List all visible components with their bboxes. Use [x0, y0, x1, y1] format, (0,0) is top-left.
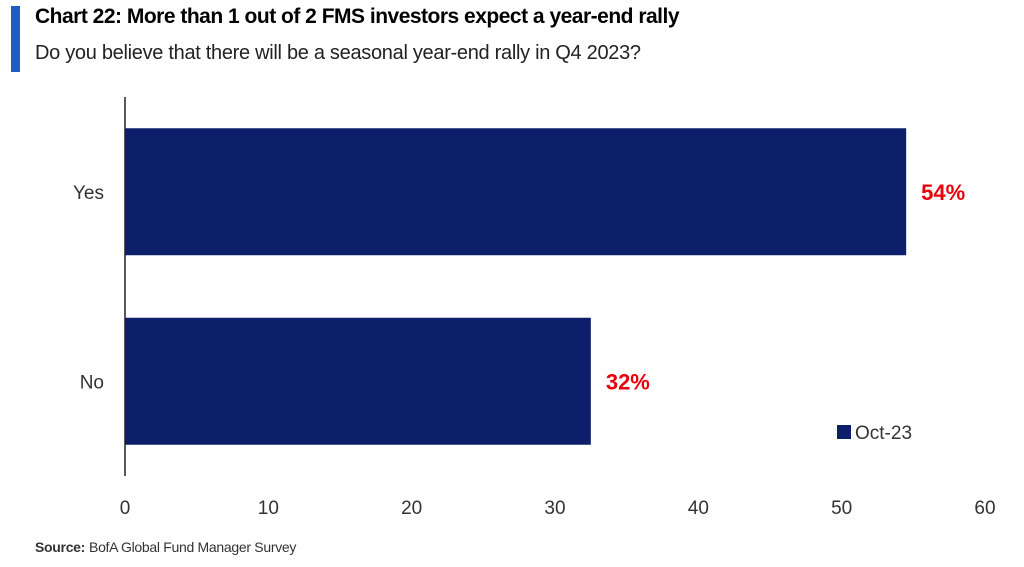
source-label: Source:: [35, 539, 86, 555]
source-note: Source: BofA Global Fund Manager Survey: [35, 539, 296, 555]
title-accent-bar: [11, 6, 20, 72]
x-tick-label: 50: [831, 498, 852, 519]
x-axis-ticks: 0 10 20 30 40 50 60: [120, 498, 996, 519]
bar-yes: [125, 128, 907, 256]
category-labels: Yes No: [73, 183, 104, 394]
chart-title: Chart 22: More than 1 out of 2 FMS inves…: [35, 5, 680, 28]
legend-swatch: [837, 425, 851, 439]
x-tick-label: 40: [688, 498, 709, 519]
category-label-no: No: [80, 372, 104, 393]
data-labels: 54% 32%: [606, 180, 965, 395]
x-tick-label: 0: [120, 498, 131, 519]
x-tick-label: 20: [401, 498, 422, 519]
x-tick-label: 10: [258, 498, 279, 519]
source-text: BofA Global Fund Manager Survey: [89, 539, 297, 555]
bar-no: [125, 317, 591, 445]
x-tick-label: 30: [544, 498, 565, 519]
data-label-no: 32%: [606, 369, 650, 394]
category-label-yes: Yes: [73, 183, 104, 204]
bars-layer: [125, 128, 907, 445]
chart-subtitle: Do you believe that there will be a seas…: [35, 42, 641, 64]
legend: Oct-23: [837, 423, 912, 444]
legend-label: Oct-23: [855, 423, 912, 444]
x-tick-label: 60: [974, 498, 995, 519]
data-label-yes: 54%: [921, 180, 965, 205]
